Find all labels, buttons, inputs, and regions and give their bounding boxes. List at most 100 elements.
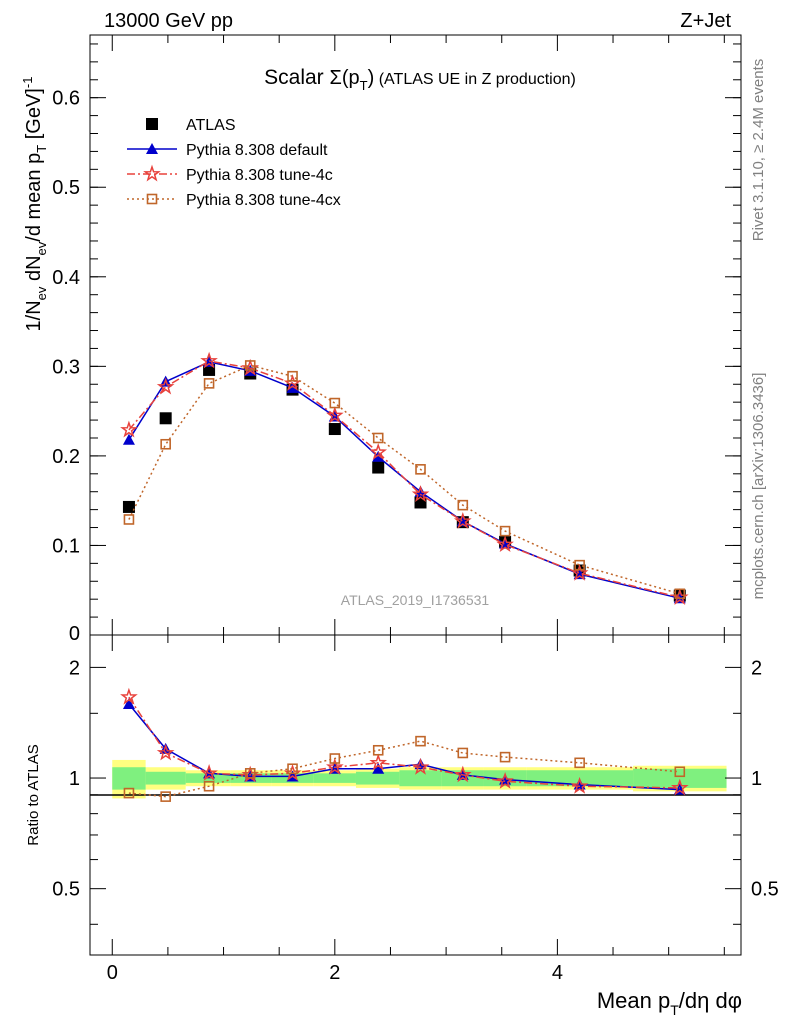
point-tune4cx [415,464,426,475]
analysis-watermark: ATLAS_2019_I1736531 [341,592,490,608]
ratio-point-tune4cx [372,744,384,756]
x-tick-label: 0 [107,962,118,984]
point-atlas [328,423,341,436]
ratio-y-tick-label-right: 2 [751,657,762,679]
point-tune4cx [499,525,511,537]
title-sub: T [360,78,368,93]
title-sym: Σ(p [330,67,360,89]
ratio-point-default [122,698,135,710]
legend-item-atlas: ATLAS [146,117,236,134]
ratio-frame [89,634,742,956]
ratio-line-tune4c [128,696,680,789]
legend-label: Pythia 8.308 default [186,142,328,159]
ratio-point-tune4c [156,743,175,761]
point-default [372,450,385,462]
legend-marker [146,193,158,205]
band-inner-bin [399,770,442,787]
mcplots-label: mcplots.cern.ch [arXiv:1306.3436] [750,373,767,600]
y-tick-label: 0.4 [52,267,80,289]
x-axis: 0 2 4 [107,35,725,984]
legend: ATLAS Pythia 8.308 default Pythia 8.308 tu… [127,117,341,209]
band-inner-bin [145,771,186,785]
ratio-point-tune4c [570,776,589,794]
band-inner-bin [112,767,146,790]
legend-label: ATLAS [186,117,236,134]
ratio-point-tune4c [326,757,344,775]
ratio-point-default [372,762,385,774]
band-inner-bin [633,768,727,788]
ratio-point-tune4cx [499,751,511,763]
y-tick-label: 0.1 [52,535,80,557]
ratio-series [120,687,689,802]
title-prefix: Scalar [264,66,329,89]
ratio-point-tune4cx [674,766,686,778]
point-tune4c [156,377,175,395]
ratio-y-tick-label: 2 [69,657,80,679]
legend-marker [146,143,158,154]
main-series [120,351,689,605]
ratio-point-tune4cx [329,753,341,764]
point-atlas [203,363,216,376]
series-line-default [128,361,680,600]
point-tune4cx [203,378,215,389]
legend-label: Pythia 8.308 tune-4cx [186,192,341,209]
ratio-y-tick-label-right: 1 [751,768,762,790]
point-default [414,485,427,497]
ratio-y-axis: 0.5 0.5 1 1 2 2 [52,657,779,925]
point-tune4c [496,535,514,553]
band-inner-bin [355,771,400,785]
ratio-y-tick-label: 1 [69,768,80,790]
point-tune4c [570,563,589,581]
x-tick-label: 2 [329,962,340,984]
point-tune4cx [372,432,384,444]
xlabel-rest: /dη dφ [679,988,742,1013]
series-tune4c [120,351,689,605]
ratio-series-tune4c [120,687,689,796]
main-title: Scalar Σ(pT) (ATLAS UE in Z production) [264,66,576,93]
point-atlas [159,412,172,425]
y-tick-label-zero: 0 [69,623,80,645]
point-tune4c [326,406,344,424]
band-inner-bin [313,773,356,783]
point-tune4cx [160,438,171,450]
legend-item-tune4cx: Pythia 8.308 tune-4cx [127,192,341,209]
point-tune4c [120,420,138,438]
point-tune4cx [123,514,135,525]
ratio-point-tune4c [411,757,430,775]
legend-label: Pythia 8.308 tune-4c [186,167,333,184]
point-default [286,381,299,393]
legend-marker [146,118,158,130]
point-atlas [122,500,135,513]
point-default [122,433,135,445]
point-tune4cx [329,397,341,409]
ratio-point-tune4cx [287,763,298,775]
ratio-point-tune4cx [574,757,585,769]
ratio-point-tune4cx [160,791,171,802]
series-atlas [122,363,686,602]
point-tune4cx [244,360,256,371]
rivet-label: Rivet 3.1.10, ≥ 2.4M events [750,59,767,242]
ratio-point-tune4cx [244,768,256,779]
title-rest: (ATLAS UE in Z production) [374,71,576,88]
ratio-point-tune4c [369,753,388,771]
point-tune4c [200,351,218,369]
series-tune4cx [123,360,686,600]
main-ylabel: 1/Nev dNev/d mean pT [GeV]-1 [20,77,49,332]
ratio-y-tick-label-right: 0.5 [751,879,779,901]
xlabel-main: Mean p [597,988,670,1013]
point-tune4c [411,485,430,502]
legend-item-tune4c: Pythia 8.308 tune-4c [127,164,333,184]
ratio-point-tune4c [120,687,138,705]
title-close: ) [368,67,375,89]
ratio-point-tune4cx [457,747,469,759]
series-default [122,355,686,604]
y-tick-label: 0.3 [52,356,80,378]
ratio-point-tune4c [200,763,218,781]
legend-marker [143,164,161,182]
process-label: Z+Jet [680,10,731,32]
ratio-point-tune4cx [203,780,215,792]
point-tune4cx [287,370,298,382]
ratio-ylabel: Ratio to ATLAS [25,744,42,845]
